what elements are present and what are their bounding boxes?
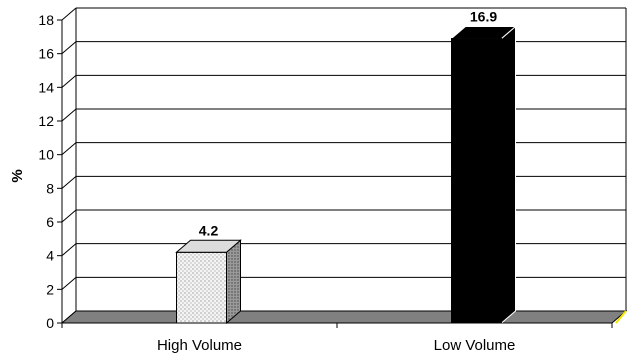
- y-tick-label-4: 4: [46, 248, 54, 264]
- bar-front: [176, 251, 227, 324]
- bar-low-volume: 16.9: [450, 9, 517, 325]
- gridline-side-18: [61, 7, 77, 21]
- y-tick-label-10: 10: [38, 147, 54, 163]
- gridline-side-14: [61, 74, 77, 88]
- x-axis-labels: High Volume Low Volume: [157, 337, 515, 354]
- y-tick-label-14: 14: [38, 79, 54, 95]
- data-label-0: 4.2: [199, 222, 219, 238]
- y-axis-ticks: 0 2 4 6 8 10 12 14 16 18: [38, 12, 62, 331]
- gridline-side-2: [61, 276, 77, 290]
- gridline-side-12: [61, 108, 77, 122]
- y-tick-label-16: 16: [38, 46, 54, 62]
- gridline-side-6: [61, 209, 77, 223]
- y-tick-label-8: 8: [46, 180, 54, 196]
- x-label-1: Low Volume: [434, 337, 516, 354]
- y-tick-label-2: 2: [46, 281, 54, 297]
- gridline-side-4: [61, 243, 77, 257]
- y-tick-label-0: 0: [46, 315, 54, 331]
- axes: [61, 8, 627, 328]
- gridline-side-8: [61, 175, 77, 189]
- x-label-0: High Volume: [157, 337, 242, 354]
- gridline-side-16: [61, 41, 77, 55]
- data-label-1: 16.9: [470, 9, 497, 25]
- bar-high-volume: 4.2: [175, 222, 242, 325]
- gridlines: [61, 7, 627, 324]
- bar-side: [501, 25, 516, 325]
- y-tick-label-18: 18: [38, 12, 54, 28]
- bar-top: [175, 239, 242, 253]
- y-axis-label: %: [9, 169, 26, 182]
- bars: 4.2 16.9: [175, 9, 517, 325]
- floor-accent: [615, 310, 627, 324]
- y-tick-label-6: 6: [46, 214, 54, 230]
- bar-side: [226, 239, 241, 325]
- chart-floor: [60, 310, 628, 324]
- gridline-side-10: [61, 142, 77, 156]
- y-tick-label-12: 12: [38, 113, 54, 129]
- bar-outline: [451, 38, 502, 324]
- bar-front: [451, 38, 502, 324]
